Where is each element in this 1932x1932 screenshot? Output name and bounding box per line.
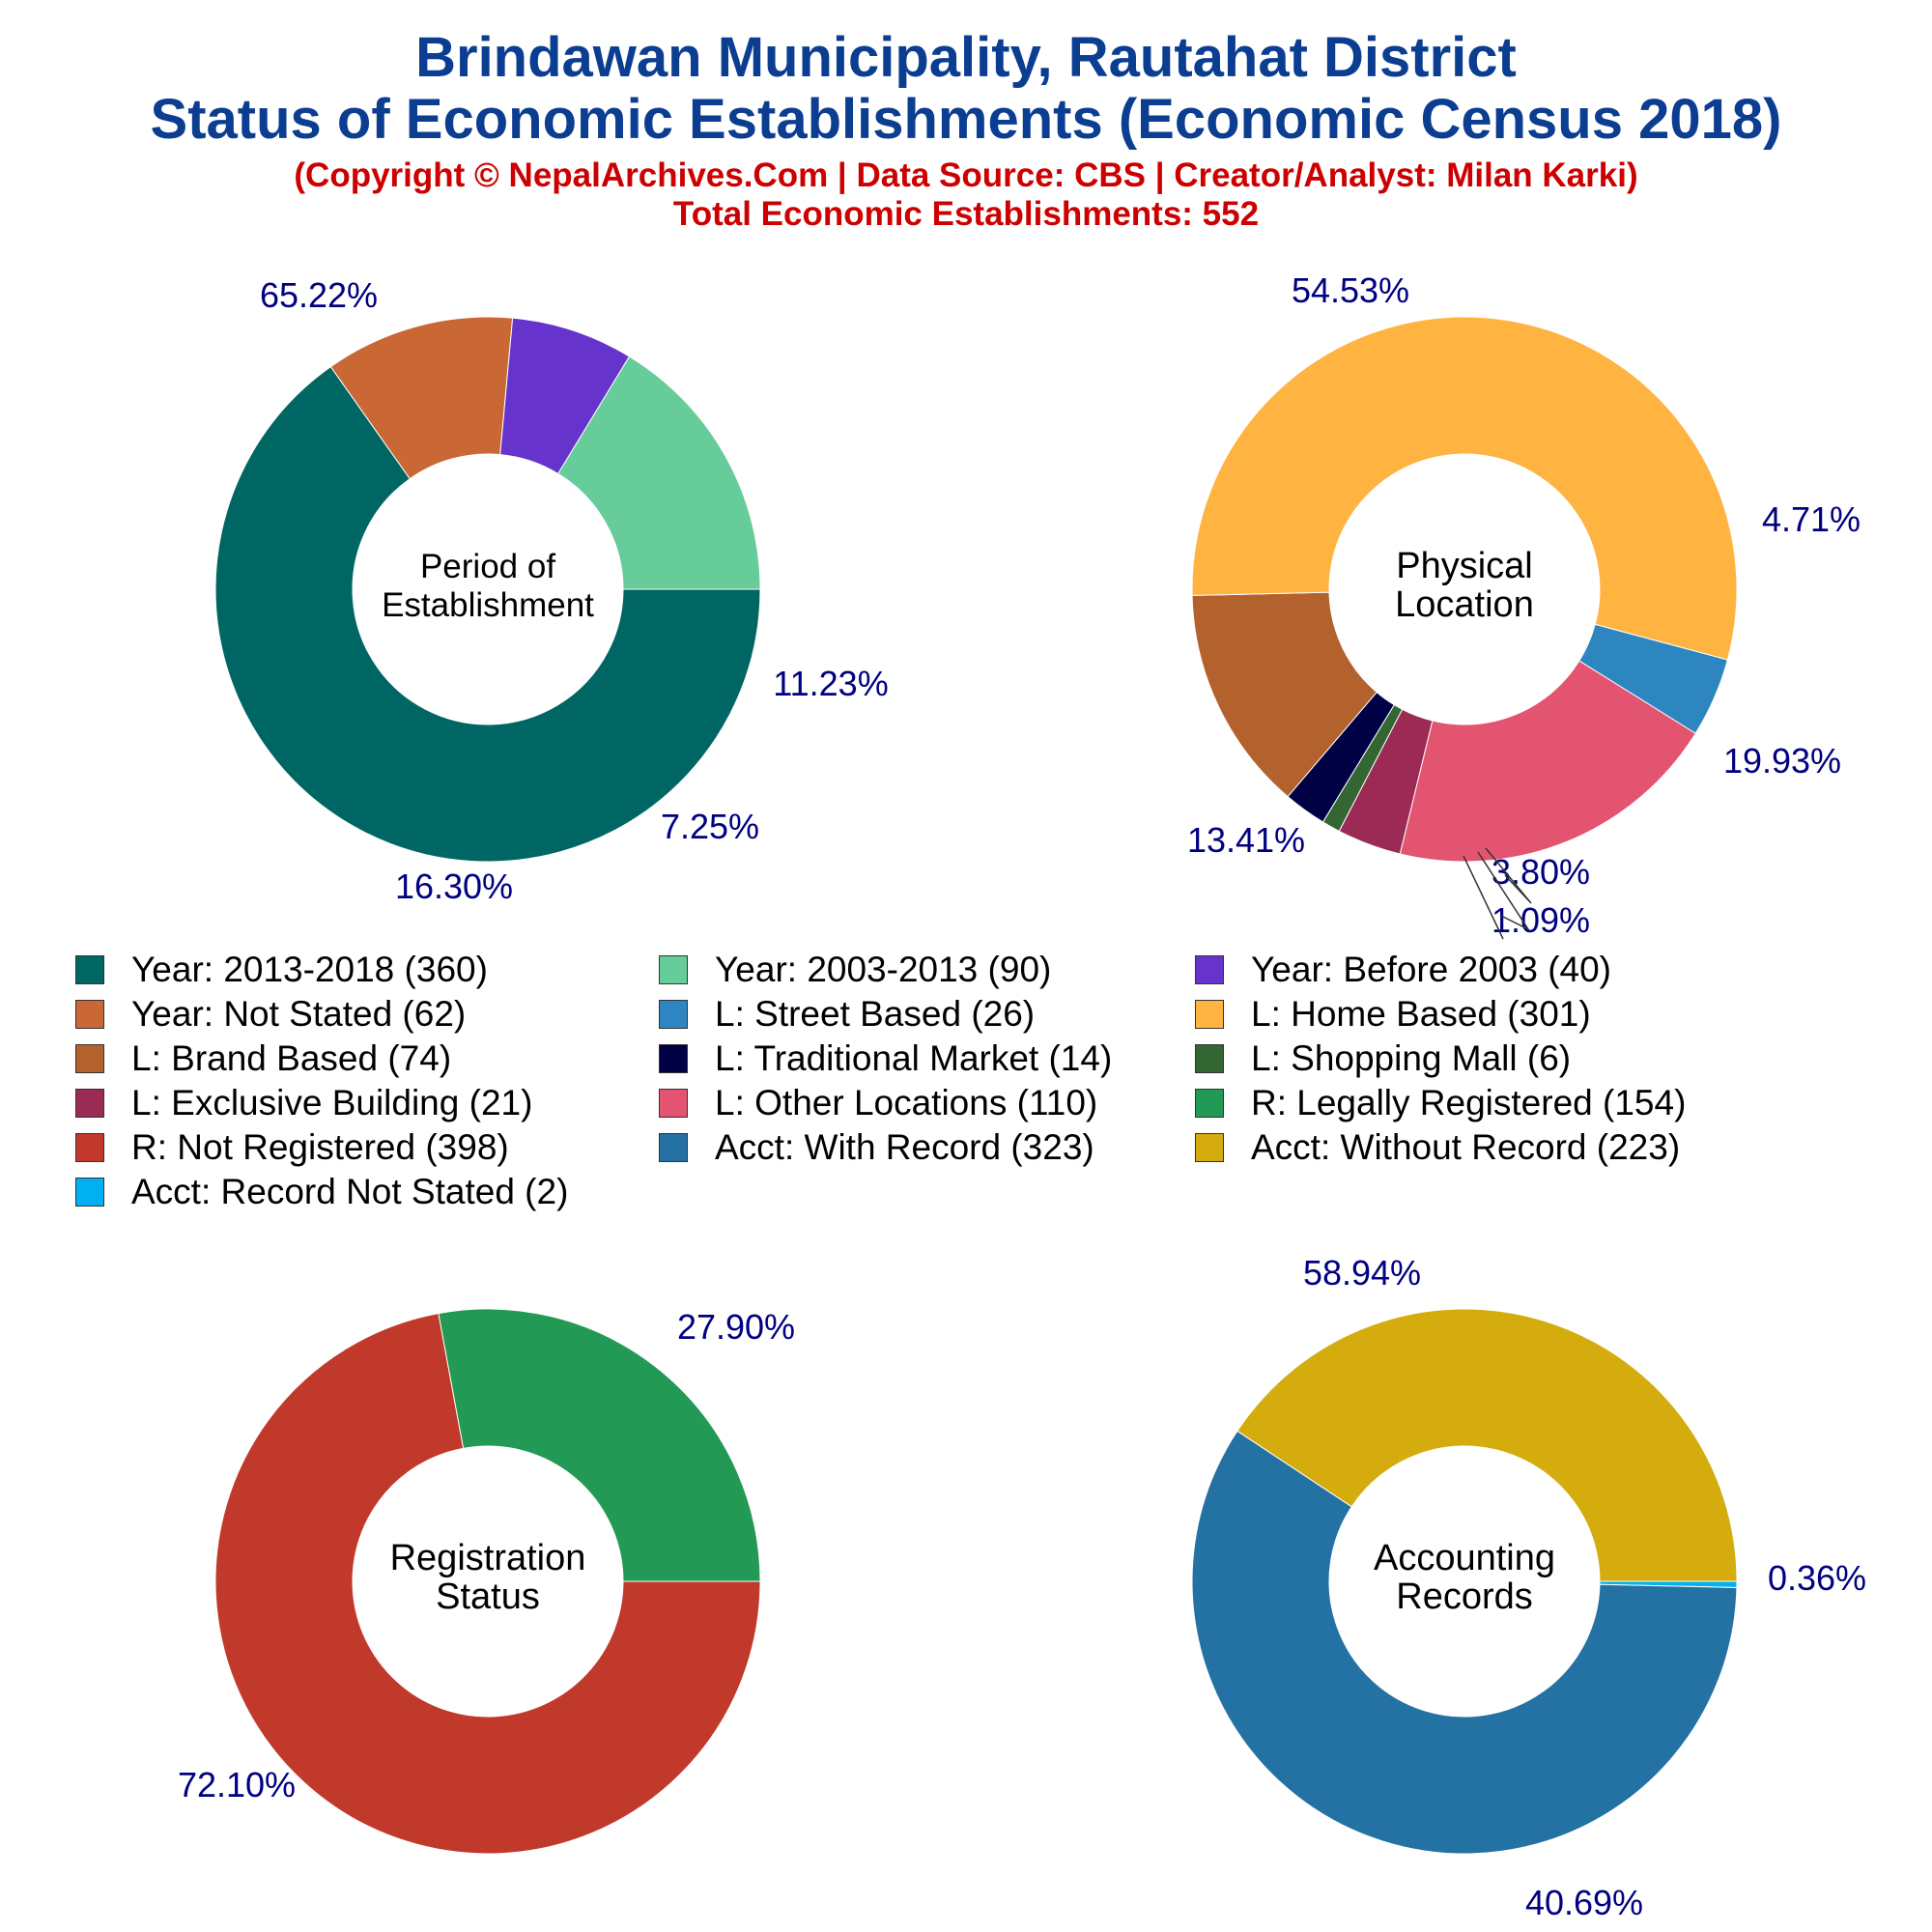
pct-label-1-3: 7.25% (661, 807, 759, 846)
slice-2-7 (1191, 316, 1738, 661)
slice-3-1 (214, 1313, 761, 1855)
pct-label-3-2: 27.90% (677, 1307, 795, 1347)
center-label-2-line2: Location (1395, 584, 1534, 625)
pct-label-3-1: 72.10% (178, 1765, 296, 1804)
leader-line-3 (1463, 855, 1504, 940)
copyright-credit: (Copyright © NepalArchives.Com | Data So… (294, 156, 1638, 194)
pct-label-2-1: 4.71% (1762, 499, 1861, 539)
center-label-4-line2: Records (1396, 1577, 1533, 1617)
center-label-1-line1: Period of (420, 548, 555, 585)
chart-title-line1: Brindawan Municipality, Rautahat Distric… (415, 26, 1517, 89)
pct-label-2-3: 3.80% (1492, 852, 1590, 892)
pct-label-4-1: 0.36% (1768, 1558, 1866, 1598)
donut-chart-2: 4.71% 19.93% 3.80% 1.09% 13.41% 54.53% Physica… (1187, 270, 1861, 940)
slice-4-3 (1236, 1308, 1738, 1582)
pct-label-1-2: 11.23% (773, 664, 888, 703)
total-establishments: Total Economic Establishments: 552 (672, 195, 1260, 233)
slice-2-2 (1399, 660, 1696, 863)
pct-label-2-6: 13.41% (1187, 820, 1305, 860)
slice-3-2 (438, 1308, 761, 1582)
center-label-2-line1: Physical (1396, 546, 1533, 586)
pct-label-4-2: 58.94% (1303, 1253, 1421, 1293)
pct-label-1-1: 65.22% (260, 275, 378, 315)
slice-2-6 (1191, 591, 1378, 798)
leader-line-1 (1485, 847, 1532, 904)
pct-label-4-3: 40.69% (1525, 1883, 1643, 1922)
chart-title-line2: Status of Economic Establishments (Econo… (150, 88, 1782, 151)
leader-line-2 (1477, 851, 1531, 931)
leader-lines (1463, 847, 1532, 940)
pct-label-2-2: 19.93% (1723, 741, 1841, 781)
slice-1-1 (214, 365, 761, 863)
pct-label-2-4: 1.09% (1492, 900, 1590, 940)
slice-1-4 (557, 355, 761, 590)
center-label-3-line2: Status (436, 1577, 540, 1617)
pct-label-2-7: 54.53% (1292, 270, 1409, 310)
donut-chart-1: 65.22% 11.23% 7.25% 16.30% Period ofEstablis… (214, 275, 889, 906)
slice-4-2 (1191, 1430, 1738, 1855)
center-label-4-line1: Accounting (1374, 1538, 1555, 1578)
center-label-3-line1: Registration (390, 1538, 586, 1578)
center-label-1-line2: Establishment (382, 586, 594, 624)
pct-label-1-4: 16.30% (395, 867, 513, 906)
